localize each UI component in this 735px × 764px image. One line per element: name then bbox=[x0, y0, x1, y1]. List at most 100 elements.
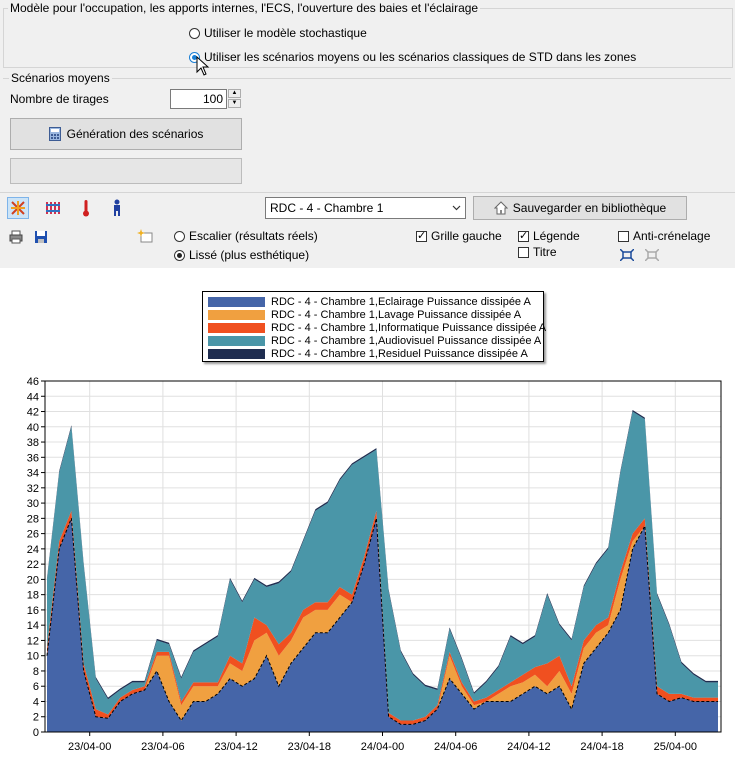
y-tick-label: 12 bbox=[27, 635, 39, 647]
zone-select[interactable]: RDC - 4 - Chambre 1 bbox=[265, 197, 466, 219]
tool-gains-button[interactable] bbox=[7, 197, 29, 219]
chart-legend: RDC - 4 - Chambre 1,Eclairage Puissance … bbox=[202, 291, 546, 362]
x-tick-label: 23/04-18 bbox=[288, 741, 331, 753]
checkbox-left-grid-label: Grille gauche bbox=[431, 229, 502, 243]
x-tick-label: 23/04-00 bbox=[68, 741, 111, 753]
legend-label-lavage: RDC - 4 - Chambre 1,Lavage Puissance dis… bbox=[271, 308, 522, 321]
radio-average-circle[interactable] bbox=[189, 51, 200, 63]
radio-stochastic[interactable]: Utiliser le modèle stochastique bbox=[189, 26, 367, 40]
radio-staircase-label: Escalier (résultats réels) bbox=[189, 229, 318, 243]
save-library-button[interactable]: Sauvegarder en bibliothèque bbox=[473, 196, 687, 220]
checkbox-antialias[interactable]: Anti-crénelage bbox=[618, 229, 710, 243]
draws-input[interactable]: 100 bbox=[170, 89, 227, 109]
checkbox-antialias-label: Anti-crénelage bbox=[633, 229, 711, 243]
y-tick-label: 26 bbox=[27, 529, 39, 541]
y-tick-label: 46 bbox=[27, 376, 39, 388]
y-tick-label: 36 bbox=[27, 452, 39, 464]
progress-bar bbox=[10, 158, 242, 184]
draws-up-button[interactable]: ▲ bbox=[228, 89, 241, 98]
y-tick-label: 8 bbox=[33, 666, 39, 678]
toolbar-separator bbox=[0, 192, 735, 193]
legend-swatch-lavage bbox=[208, 309, 265, 320]
series-area-3 bbox=[47, 411, 718, 721]
y-tick-label: 34 bbox=[27, 468, 39, 480]
legend-swatch-audiovisuel bbox=[208, 335, 265, 346]
zoom-fit-icon[interactable] bbox=[619, 248, 635, 264]
y-tick-label: 22 bbox=[27, 559, 39, 571]
print-icon[interactable] bbox=[9, 230, 23, 247]
legend-item-informatique: RDC - 4 - Chambre 1,Informatique Puissan… bbox=[208, 321, 546, 334]
save-library-label: Sauvegarder en bibliothèque bbox=[512, 201, 667, 215]
x-tick-label: 25/04-00 bbox=[654, 741, 697, 753]
thermometer-icon bbox=[83, 200, 89, 217]
draws-label: Nombre de tirages bbox=[10, 92, 109, 106]
legend-label-informatique: RDC - 4 - Chambre 1,Informatique Puissan… bbox=[271, 321, 547, 334]
legend-item-eclairage: RDC - 4 - Chambre 1,Eclairage Puissance … bbox=[208, 295, 531, 308]
tool-temperature-button[interactable] bbox=[75, 197, 97, 219]
y-tick-label: 18 bbox=[27, 590, 39, 602]
radio-staircase-circle[interactable] bbox=[174, 230, 185, 242]
legend-label-eclairage: RDC - 4 - Chambre 1,Eclairage Puissance … bbox=[271, 295, 531, 308]
plot-frame bbox=[44, 380, 722, 733]
x-tick-label: 23/04-06 bbox=[141, 741, 184, 753]
radio-smooth[interactable]: Lissé (plus esthétique) bbox=[174, 248, 309, 262]
generate-scenarios-label: Génération des scénarios bbox=[66, 127, 204, 141]
radio-smooth-circle[interactable] bbox=[174, 249, 185, 261]
house-icon bbox=[493, 201, 508, 215]
legend-label-residuel: RDC - 4 - Chambre 1,Residuel Puissance d… bbox=[271, 347, 528, 360]
zoom-reset-icon[interactable] bbox=[644, 248, 660, 264]
person-icon bbox=[114, 199, 120, 216]
y-tick-label: 24 bbox=[27, 544, 39, 556]
checkbox-legend-label: Légende bbox=[533, 229, 580, 243]
stacked-area-chart: 0246810121416182022242628303234363840424… bbox=[27, 376, 722, 753]
series-line-eclairage bbox=[46, 518, 718, 725]
y-tick-label: 28 bbox=[27, 513, 39, 525]
radio-average-label: Utiliser les scénarios moyens ou les scé… bbox=[204, 50, 637, 64]
x-tick-label: 24/04-18 bbox=[580, 741, 623, 753]
checkbox-legend[interactable]: ✓ Légende bbox=[518, 229, 580, 243]
radio-average[interactable]: Utiliser les scénarios moyens ou les scé… bbox=[189, 50, 636, 64]
checkbox-title[interactable]: Titre bbox=[518, 245, 557, 259]
y-tick-label: 4 bbox=[33, 696, 39, 708]
checkbox-left-grid[interactable]: ✓ Grille gauche bbox=[416, 229, 502, 243]
legend-swatch-informatique bbox=[208, 322, 265, 333]
save-icon[interactable] bbox=[34, 230, 48, 247]
tool-occupancy-button[interactable] bbox=[42, 197, 64, 219]
x-tick-label: 24/04-12 bbox=[507, 741, 550, 753]
chevron-down-icon bbox=[452, 205, 461, 211]
model-group-title: Modèle pour l'occupation, les apports in… bbox=[8, 1, 481, 15]
x-tick-label: 24/04-00 bbox=[361, 741, 404, 753]
y-tick-label: 42 bbox=[27, 407, 39, 419]
radio-stochastic-circle[interactable] bbox=[189, 27, 200, 39]
tool-person-button[interactable] bbox=[106, 197, 128, 219]
checkbox-left-grid-box[interactable]: ✓ bbox=[416, 229, 427, 242]
checkbox-legend-box[interactable]: ✓ bbox=[518, 229, 529, 242]
draws-down-button[interactable]: ▼ bbox=[228, 99, 241, 108]
radio-staircase[interactable]: Escalier (résultats réels) bbox=[174, 229, 318, 243]
mouse-cursor-icon bbox=[196, 56, 210, 76]
radio-smooth-label: Lissé (plus esthétique) bbox=[189, 248, 310, 262]
zone-select-value: RDC - 4 - Chambre 1 bbox=[270, 201, 384, 215]
legend-item-lavage: RDC - 4 - Chambre 1,Lavage Puissance dis… bbox=[208, 308, 521, 321]
series-area-2 bbox=[47, 510, 718, 725]
legend-item-residuel: RDC - 4 - Chambre 1,Residuel Puissance d… bbox=[208, 347, 528, 360]
y-tick-label: 2 bbox=[33, 712, 39, 724]
legend-swatch-residuel bbox=[208, 348, 265, 359]
y-tick-label: 16 bbox=[27, 605, 39, 617]
y-tick-label: 30 bbox=[27, 498, 39, 510]
x-tick-label: 24/04-06 bbox=[434, 741, 477, 753]
checkbox-title-label: Titre bbox=[533, 245, 557, 259]
y-tick-label: 38 bbox=[27, 437, 39, 449]
generate-scenarios-button[interactable]: Génération des scénarios bbox=[10, 118, 242, 150]
checkbox-title-box[interactable] bbox=[518, 246, 529, 258]
legend-swatch-eclairage bbox=[208, 296, 265, 307]
y-tick-label: 0 bbox=[33, 727, 39, 739]
new-sparkle-icon[interactable] bbox=[137, 229, 153, 246]
checkbox-antialias-box[interactable] bbox=[618, 230, 629, 242]
average-scenarios-group bbox=[3, 78, 731, 189]
radio-stochastic-label: Utiliser le modèle stochastique bbox=[204, 26, 367, 40]
y-tick-label: 6 bbox=[33, 681, 39, 693]
y-tick-label: 32 bbox=[27, 483, 39, 495]
legend-label-audiovisuel: RDC - 4 - Chambre 1,Audiovisuel Puissanc… bbox=[271, 334, 542, 347]
y-tick-label: 40 bbox=[27, 422, 39, 434]
